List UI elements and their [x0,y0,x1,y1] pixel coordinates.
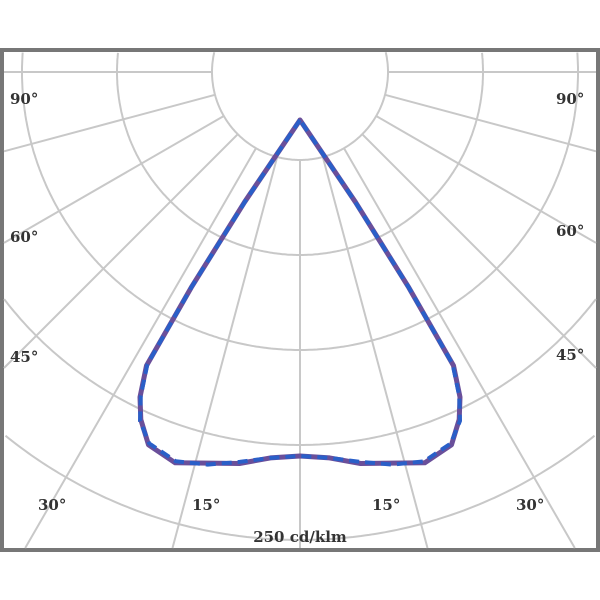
grid-radial-line [3,133,239,369]
grid-circle [116,52,484,256]
grid-circle [211,51,389,161]
angle-label-left-90: 90° [10,90,38,108]
grid-radial-line [171,156,279,549]
angle-label-left-45: 45° [10,348,38,366]
grid-radial-line [375,115,597,244]
angle-label-right-45: 45° [556,346,584,364]
intensity-curve-2 [138,118,462,467]
polar-diagram: 90° 60° 45° 30° 15° 90° 60° 45° 30° 15° … [0,48,600,552]
grid-circle [21,52,579,351]
angle-label-right-60: 60° [556,222,584,240]
grid-radial-line [321,156,429,549]
unit-label: 250 cd/klm [253,528,347,546]
grid-radial-line [343,147,576,549]
polar-grid [3,51,597,549]
grid-radial-line [361,133,597,369]
grid-radial-line [3,115,225,244]
grid-radial-line [3,93,216,153]
angle-label-left-30: 30° [38,496,66,514]
angle-label-left-15: 15° [192,496,220,514]
angle-label-right-15: 15° [372,496,400,514]
grid-radial-line [384,93,597,153]
angle-label-right-90: 90° [556,90,584,108]
grid-radial-line [24,147,257,549]
angle-label-left-60: 60° [10,228,38,246]
angle-label-right-30: 30° [516,496,544,514]
